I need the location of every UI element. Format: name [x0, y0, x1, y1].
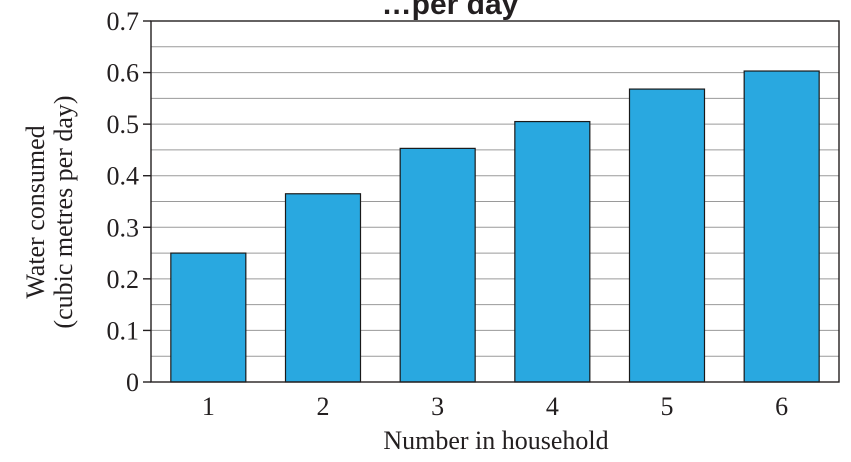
bar-5	[628, 88, 706, 383]
grid-lines	[151, 20, 839, 357]
bar-3	[399, 147, 476, 383]
bars	[170, 70, 820, 383]
plot-frame	[150, 20, 840, 383]
y-tick-label: 0.7	[107, 7, 140, 36]
x-tick-label: 3	[431, 392, 444, 421]
y-tick-label: 0.5	[107, 110, 140, 139]
y-tick-label: 0.4	[107, 162, 140, 191]
x-tick-label: 1	[202, 392, 215, 421]
y-tick-label: 0.2	[107, 265, 140, 294]
y-tick-label: 0.6	[107, 59, 140, 88]
y-tick-label: 0.1	[107, 316, 140, 345]
x-tick-label: 5	[661, 392, 674, 421]
y-tick-label: 0	[126, 368, 139, 397]
y-axis-label: Water consumed (cubic metres per day)	[21, 95, 78, 328]
chart-title: …per day	[382, 0, 519, 21]
y-tick-labels: 0 0.1 0.2 0.3 0.4 0.5 0.6 0.7	[107, 7, 140, 397]
x-tick-label: 2	[317, 392, 330, 421]
axes	[143, 20, 840, 383]
bar-4	[514, 120, 591, 383]
x-tick-label: 4	[546, 392, 559, 421]
bar-6	[743, 70, 820, 383]
y-axis-label-line-2: (cubic metres per day)	[49, 95, 78, 328]
y-tick-label: 0.3	[107, 213, 140, 242]
x-tick-labels: 1 2 3 4 5 6	[202, 392, 788, 421]
bar-1	[170, 252, 247, 383]
x-axis-label: Number in household	[383, 426, 608, 455]
bar-2	[284, 193, 362, 383]
y-axis-label-line-1: Water consumed	[21, 125, 50, 298]
x-tick-label: 6	[775, 392, 788, 421]
